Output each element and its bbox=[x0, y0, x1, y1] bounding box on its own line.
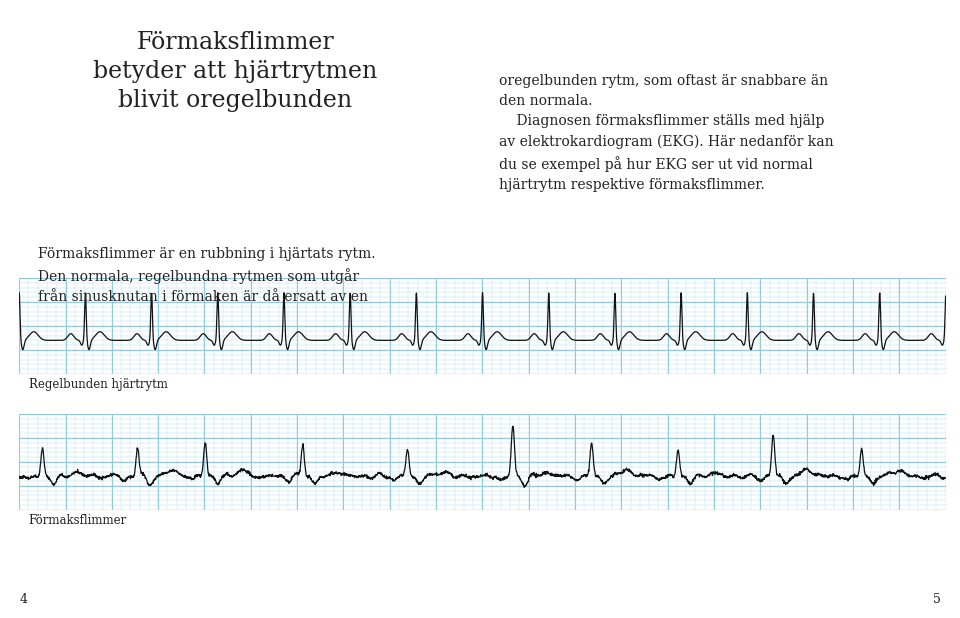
Text: Förmaksflimmer
betyder att hjärtrytmen
blivit oregelbunden: Förmaksflimmer betyder att hjärtrytmen b… bbox=[93, 31, 377, 112]
Text: 5: 5 bbox=[933, 593, 941, 606]
Text: oregelbunden rytm, som oftast är snabbare än
den normala.
    Diagnosen förmaksf: oregelbunden rytm, som oftast är snabbar… bbox=[499, 74, 834, 192]
Text: Förmaksflimmer: Förmaksflimmer bbox=[29, 514, 127, 527]
Text: 4: 4 bbox=[19, 593, 27, 606]
Text: Regelbunden hjärtrytm: Regelbunden hjärtrytm bbox=[29, 378, 168, 391]
Text: Förmaksflimmer är en rubbning i hjärtats rytm.
Den normala, regelbundna rytmen s: Förmaksflimmer är en rubbning i hjärtats… bbox=[38, 247, 376, 304]
